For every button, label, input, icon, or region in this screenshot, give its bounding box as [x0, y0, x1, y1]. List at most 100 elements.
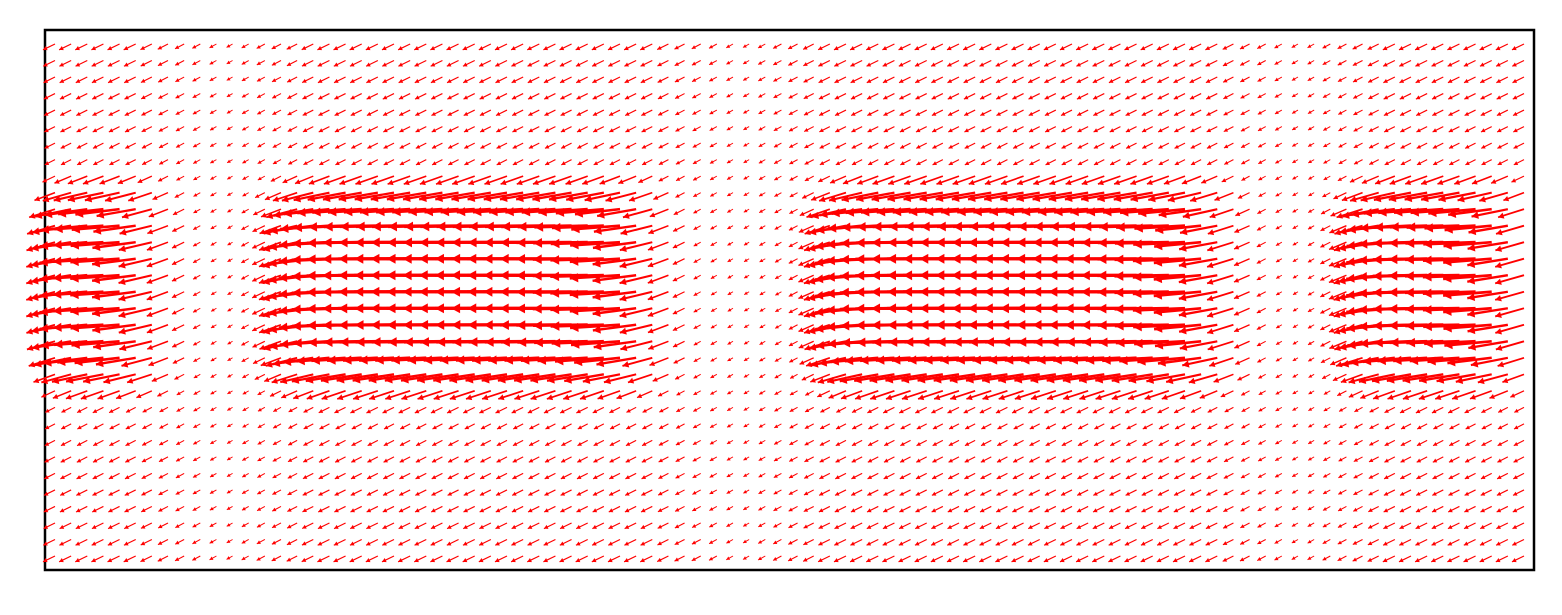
arrow-head [1431, 46, 1436, 51]
arrow-head [534, 222, 544, 232]
arrow-head [301, 62, 307, 67]
arrow-head [1346, 290, 1355, 300]
vector-arrow [883, 159, 895, 166]
arrow-head [463, 111, 469, 116]
arrow-head [930, 46, 936, 51]
arrow-head [494, 46, 500, 51]
vector-arrow [931, 126, 944, 133]
arrow-head [1240, 127, 1246, 132]
arrow-head [693, 226, 698, 230]
arrow-head [544, 144, 550, 149]
arrow-head [293, 195, 302, 203]
arrow-head [773, 45, 778, 49]
arrow-head [1257, 77, 1262, 82]
arrow-head [774, 242, 779, 246]
vector-arrow [935, 191, 976, 203]
vector-arrow [1156, 43, 1170, 51]
vector-arrow [709, 109, 718, 115]
arrow-head [1258, 176, 1263, 181]
arrow-head [1342, 211, 1350, 219]
vector-arrow [866, 43, 879, 51]
arrow-head [789, 210, 794, 214]
arrow-head [758, 176, 763, 180]
vector-arrow [818, 76, 831, 84]
arrow-head [1011, 46, 1017, 51]
arrow-head [818, 62, 823, 67]
arrow-head [1132, 255, 1142, 266]
vector-arrow [119, 224, 153, 236]
vector-arrow [675, 159, 685, 165]
arrow-head [1048, 303, 1058, 314]
vector-arrow [1130, 175, 1153, 186]
vector-arrow [158, 109, 169, 116]
arrow-head [872, 179, 879, 185]
arrow-head [479, 95, 485, 100]
arrow-head [415, 111, 420, 116]
arrow-head [1012, 128, 1018, 133]
vector-arrow [1158, 207, 1202, 219]
arrow-head [1045, 161, 1050, 166]
arrow-head [293, 222, 303, 233]
vector-arrow [641, 159, 653, 166]
arrow-head [386, 253, 396, 264]
vector-arrow [174, 43, 185, 50]
vector-arrow [302, 109, 314, 116]
arrow-head [1190, 196, 1197, 203]
vector-arrow [1480, 126, 1492, 133]
arrow-head [999, 253, 1009, 264]
vector-arrow [1258, 175, 1266, 181]
arrow-head [484, 179, 491, 186]
vector-arrow [575, 43, 588, 51]
arrow-head [302, 95, 307, 100]
arrow-head [835, 144, 840, 149]
vector-arrow [1367, 60, 1379, 67]
vector-arrow [42, 43, 56, 51]
vector-arrow [1138, 207, 1186, 218]
arrow-head [1060, 78, 1066, 83]
vector-arrow [1415, 76, 1428, 84]
vector-arrow [241, 43, 249, 49]
arrow-head [693, 176, 698, 181]
vector-arrow [946, 59, 960, 67]
arrow-head [210, 126, 214, 131]
vector-arrow [430, 76, 443, 84]
vector-arrow [1108, 43, 1121, 51]
vector-arrow [1360, 191, 1396, 203]
vector-arrow [92, 240, 136, 252]
vector-arrow [1065, 175, 1089, 186]
arrow-head [622, 212, 630, 219]
vector-arrow [657, 76, 669, 83]
arrow-head [1415, 78, 1421, 83]
vector-arrow [1257, 93, 1266, 99]
arrow-head [1405, 304, 1414, 314]
arrow-head [1207, 229, 1215, 236]
arrow-head [1016, 253, 1026, 264]
arrow-head [398, 62, 403, 67]
arrow-head [576, 111, 582, 116]
arrow-head [118, 261, 126, 269]
arrow-head [93, 226, 102, 235]
vector-arrow [227, 258, 233, 263]
arrow-head [1061, 128, 1066, 133]
arrow-head [835, 161, 841, 165]
arrow-head [592, 111, 598, 116]
arrow-head [257, 176, 262, 181]
vector-arrow [226, 76, 233, 81]
arrow-head [256, 77, 262, 82]
arrow-head [915, 95, 921, 100]
vector-arrow [1173, 93, 1186, 100]
vector-arrow [209, 43, 217, 49]
vector-arrow [691, 76, 701, 83]
vector-arrow [44, 159, 56, 166]
arrow-head [726, 110, 731, 114]
vector-arrow [914, 59, 927, 67]
arrow-head [840, 287, 849, 298]
arrow-head [871, 286, 880, 297]
vector-arrow [625, 142, 637, 149]
vector-arrow [281, 191, 314, 203]
vector-arrow [479, 93, 492, 100]
arrow-head [388, 221, 398, 232]
arrow-head [743, 110, 748, 114]
vector-arrow [984, 175, 1008, 186]
arrow-head [675, 193, 680, 198]
